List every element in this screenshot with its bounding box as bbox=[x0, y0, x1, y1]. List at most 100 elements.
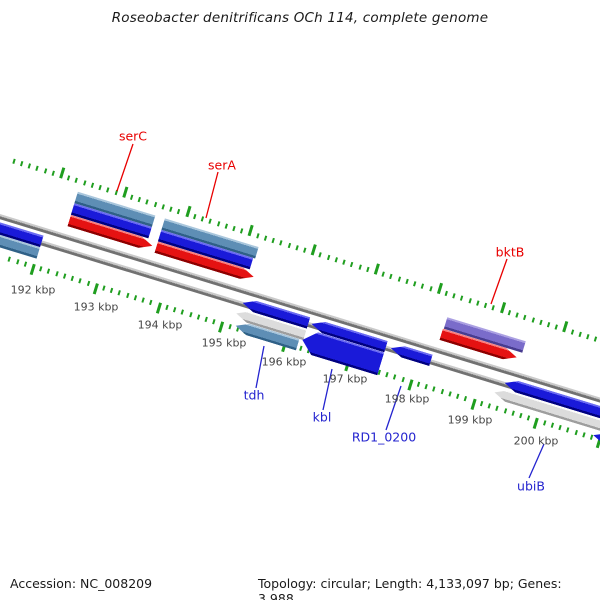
ruler-label-196-kbp: 196 kbp bbox=[261, 355, 307, 369]
ruler-minor-tick-up bbox=[19, 160, 24, 167]
ruler-minor-tick-up bbox=[82, 180, 87, 186]
ruler-minor-tick-lo bbox=[228, 323, 232, 330]
gene-label-kbl: kbl bbox=[312, 409, 332, 425]
ruler-minor-tick-up bbox=[35, 165, 39, 172]
ruler-label-200-kbp: 200 kbp bbox=[513, 434, 559, 448]
ruler-minor-tick-lo bbox=[503, 408, 507, 414]
leader-line-bktB bbox=[490, 258, 508, 305]
ruler-minor-tick-up bbox=[263, 235, 268, 241]
ruler-minor-tick-up bbox=[389, 273, 393, 280]
ruler-minor-tick-lo bbox=[180, 309, 185, 315]
ruler-minor-tick-lo bbox=[424, 384, 429, 390]
ruler-minor-tick-up bbox=[295, 245, 299, 251]
ruler-minor-tick-up bbox=[192, 213, 197, 220]
ruler-minor-tick-lo bbox=[102, 285, 106, 291]
ruler-minor-tick-up bbox=[586, 334, 590, 340]
ruler-minor-tick-up bbox=[452, 293, 456, 299]
leader-line-serA bbox=[205, 171, 219, 219]
ruler-major-tick-lo bbox=[155, 302, 162, 314]
ruler-minor-tick-up bbox=[114, 189, 118, 196]
ruler-major-tick-up bbox=[310, 244, 317, 256]
ruler-minor-tick-lo bbox=[566, 427, 570, 433]
ruler-minor-tick-up bbox=[334, 257, 338, 263]
ruler-minor-tick-lo bbox=[196, 314, 200, 320]
ruler-label-192-kbp: 192 kbp bbox=[10, 283, 56, 297]
ruler-major-tick-lo bbox=[470, 398, 477, 410]
ruler-minor-tick-lo bbox=[479, 400, 484, 407]
ruler-minor-tick-lo bbox=[393, 374, 397, 380]
ruler-major-tick-lo bbox=[533, 417, 540, 430]
ruler-minor-tick-lo bbox=[133, 295, 138, 301]
accession-text: Accession: NC_008209 bbox=[10, 576, 153, 591]
ruler-minor-tick-up bbox=[421, 283, 425, 289]
ruler-minor-tick-lo bbox=[526, 415, 531, 421]
ruler-minor-tick-lo bbox=[15, 258, 20, 265]
ruler-minor-tick-lo bbox=[172, 307, 177, 313]
leader-line-serC bbox=[116, 143, 134, 192]
page-title: Roseobacter denitrificans OCh 114, compl… bbox=[111, 10, 489, 26]
ruler-minor-tick-lo bbox=[188, 311, 193, 318]
ruler-label-194-kbp: 194 kbp bbox=[137, 318, 183, 332]
ruler-minor-tick-lo bbox=[432, 386, 436, 392]
ruler-minor-tick-lo bbox=[519, 412, 523, 419]
ruler-minor-tick-lo bbox=[298, 345, 303, 351]
ruler-minor-tick-lo bbox=[495, 405, 499, 412]
ruler-minor-tick-lo bbox=[511, 410, 515, 416]
ruler-minor-tick-up bbox=[169, 206, 173, 212]
ruler-minor-tick-up bbox=[224, 223, 228, 229]
ruler-minor-tick-up bbox=[515, 312, 519, 318]
ruler-minor-tick-up bbox=[67, 175, 71, 181]
ruler-minor-tick-lo bbox=[582, 432, 586, 438]
ruler-major-tick-lo bbox=[218, 321, 225, 333]
ruler-minor-tick-up bbox=[444, 290, 448, 297]
ruler-minor-tick-up bbox=[240, 228, 244, 234]
ruler-minor-tick-up bbox=[476, 300, 480, 306]
ruler-minor-tick-up bbox=[208, 218, 213, 224]
ruler-minor-tick-up bbox=[428, 285, 433, 292]
ruler-major-tick-up bbox=[247, 224, 255, 237]
ruler-minor-tick-lo bbox=[416, 381, 421, 387]
ruler-minor-tick-up bbox=[177, 209, 181, 215]
gene-label-serA: serA bbox=[208, 157, 236, 173]
ruler-minor-tick-up bbox=[200, 216, 205, 222]
ruler-minor-tick-up bbox=[137, 196, 142, 203]
ruler-minor-tick-lo bbox=[401, 376, 405, 383]
ruler-minor-tick-lo bbox=[141, 297, 145, 303]
ruler-major-tick-lo bbox=[29, 263, 36, 276]
ruler-minor-tick-up bbox=[232, 225, 236, 232]
ruler-minor-tick-lo bbox=[558, 424, 562, 431]
ruler-minor-tick-up bbox=[161, 204, 165, 210]
leader-line-RD1_0200 bbox=[385, 385, 402, 431]
ruler-minor-tick-lo bbox=[589, 434, 594, 440]
ruler-major-tick-up bbox=[499, 301, 506, 314]
ruler-minor-tick-lo bbox=[47, 268, 51, 274]
status-bar: Accession: NC_008209 Topology: circular;… bbox=[0, 576, 600, 600]
ruler-major-tick-up bbox=[562, 321, 569, 333]
gene-label-RD1_0200: RD1_0200 bbox=[351, 429, 417, 445]
ruler-minor-tick-up bbox=[145, 199, 150, 205]
ruler-minor-tick-lo bbox=[62, 273, 67, 279]
ruler-minor-tick-up bbox=[153, 201, 157, 208]
ruler-minor-tick-lo bbox=[440, 388, 444, 395]
ruler-major-tick-up bbox=[436, 282, 443, 295]
ruler-minor-tick-lo bbox=[574, 429, 578, 436]
ruler-minor-tick-lo bbox=[7, 256, 12, 262]
ruler-minor-tick-lo bbox=[23, 261, 27, 267]
ruler-minor-tick-up bbox=[460, 295, 464, 301]
ruler-minor-tick-lo bbox=[212, 319, 216, 325]
ruler-major-tick-up bbox=[59, 167, 66, 179]
ruler-minor-tick-lo bbox=[117, 290, 122, 296]
ruler-minor-tick-up bbox=[106, 187, 110, 193]
ruler-minor-tick-lo bbox=[542, 420, 547, 426]
ruler-minor-tick-lo bbox=[464, 396, 468, 402]
ruler-minor-tick-up bbox=[483, 302, 488, 309]
ruler-minor-tick-up bbox=[468, 297, 472, 304]
ruler-minor-tick-up bbox=[74, 177, 79, 184]
ruler-minor-tick-lo bbox=[204, 316, 208, 323]
ruler-minor-tick-up bbox=[287, 242, 291, 249]
ruler-minor-tick-up bbox=[358, 264, 362, 270]
ruler-label-199-kbp: 199 kbp bbox=[447, 413, 493, 427]
ruler-label-193-kbp: 193 kbp bbox=[73, 300, 119, 314]
